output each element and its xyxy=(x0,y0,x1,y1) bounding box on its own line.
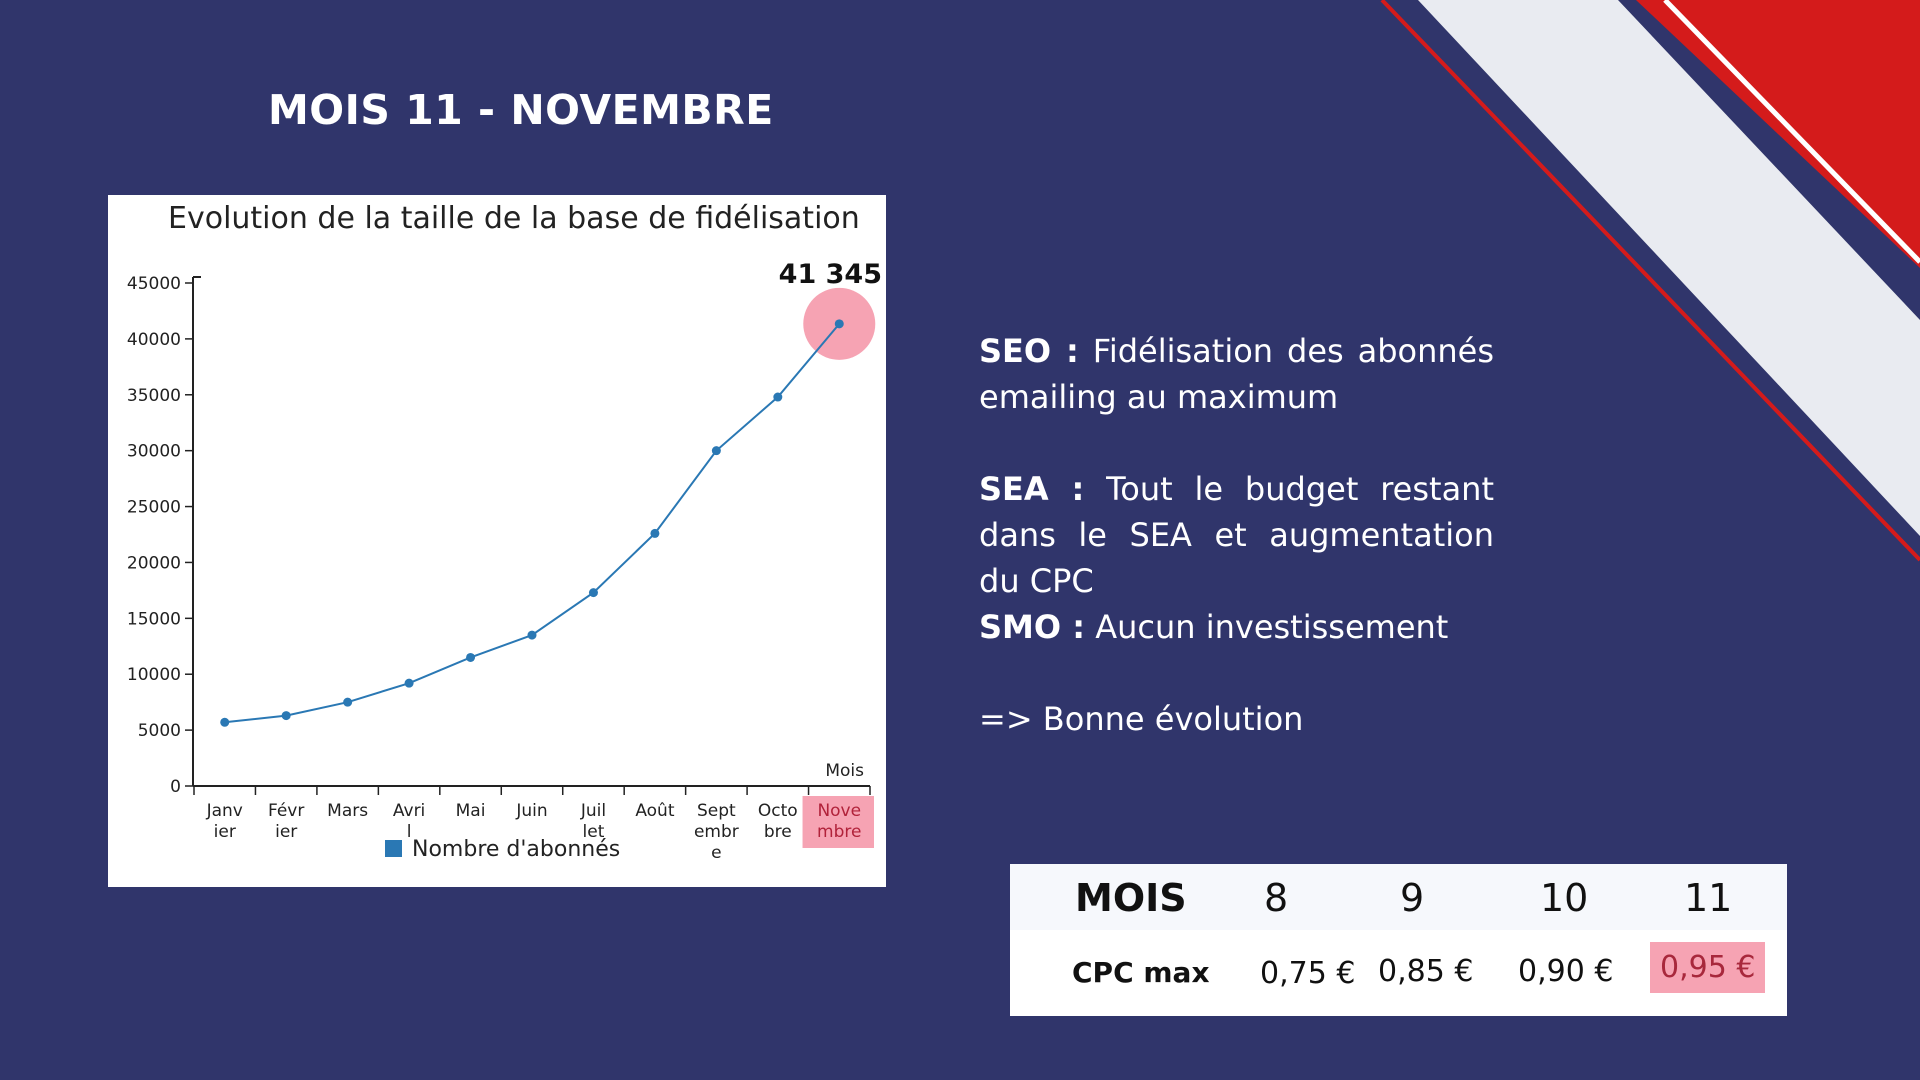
y-tick-label: 30000 xyxy=(127,442,181,462)
cpc-value: 0,85 € xyxy=(1378,954,1474,989)
data-point xyxy=(281,711,291,721)
sea-description: Tout le budget restant dans le SEA et au… xyxy=(979,470,1494,600)
data-point xyxy=(650,528,660,538)
x-tick-label: Octo xyxy=(758,801,798,821)
cpc-table-value-row: CPC max 0,75 € 0,85 € 0,90 € 0,95 € xyxy=(1010,930,1787,1016)
cpc-max-label: CPC max xyxy=(1072,956,1210,989)
x-tick-label: Févr xyxy=(268,801,304,821)
month-header: 10 xyxy=(1540,876,1589,920)
x-tick-label: Sept xyxy=(697,801,736,821)
legend-swatch xyxy=(385,840,402,857)
chart-card: Evolution de la taille de la base de fid… xyxy=(108,195,886,887)
seo-text: SEO : Fidélisation des abonnés emailing … xyxy=(979,328,1494,420)
data-point xyxy=(588,588,598,598)
x-tick-label: embr xyxy=(694,822,739,842)
x-axis-label: Mois xyxy=(825,761,864,781)
x-tick-label: Mai xyxy=(456,801,486,821)
x-tick-label: l xyxy=(407,822,412,842)
cpc-table: MOIS 8 9 10 11 CPC max 0,75 € 0,85 € 0,9… xyxy=(1010,864,1787,1016)
chart-title: Evolution de la taille de la base de fid… xyxy=(168,201,860,236)
data-point xyxy=(404,678,414,688)
x-tick-label: Avri xyxy=(393,801,425,821)
x-tick-label: mbre xyxy=(817,822,861,842)
x-tick-label: Mars xyxy=(327,801,368,821)
seo-description: Fidélisation des abonnés emailing au max… xyxy=(979,332,1495,416)
legend-label: Nombre d'abonnés xyxy=(412,837,620,862)
value-annotation: 41 345 xyxy=(779,259,882,290)
cpc-value-highlighted: 0,95 € xyxy=(1650,942,1766,993)
cpc-value: 0,90 € xyxy=(1518,954,1614,989)
sea-label: SEA : xyxy=(979,470,1085,508)
x-tick-label: Août xyxy=(635,801,675,821)
y-tick-label: 45000 xyxy=(127,274,181,294)
smo-label: SMO : xyxy=(979,608,1086,646)
data-point xyxy=(220,717,230,727)
seo-label: SEO : xyxy=(979,332,1079,370)
y-tick-label: 0 xyxy=(170,777,181,797)
data-point xyxy=(466,652,476,662)
slide-title: MOIS 11 - NOVEMBRE xyxy=(268,86,774,134)
data-point xyxy=(773,392,783,402)
x-tick-label: Juil xyxy=(580,801,606,821)
x-tick-label: Nove xyxy=(817,801,861,821)
highlight-label-band xyxy=(802,796,874,848)
month-header: 9 xyxy=(1400,876,1425,920)
line-chart: 0 5000 10000 15000 20000 25000 30000 35000 40000… xyxy=(127,259,882,863)
month-header: 11 xyxy=(1684,876,1733,920)
series-line xyxy=(224,323,841,724)
smo-text: SMO : Aucun investissement xyxy=(979,604,1494,650)
data-point xyxy=(711,446,721,456)
x-tick-label: Janv xyxy=(206,801,243,821)
data-point xyxy=(343,697,353,707)
mois-header-label: MOIS xyxy=(1075,876,1187,920)
sea-text: SEA : Tout le budget restant dans le SEA… xyxy=(979,466,1494,604)
y-tick-label: 35000 xyxy=(127,386,181,406)
y-tick-label: 20000 xyxy=(127,553,181,573)
cpc-value: 0,75 € xyxy=(1260,956,1356,991)
x-tick-label: let xyxy=(583,822,605,842)
y-tick-label: 40000 xyxy=(127,330,181,350)
data-point xyxy=(527,630,537,640)
cpc-table-header-row: MOIS 8 9 10 11 xyxy=(1010,864,1787,930)
y-tick-label: 25000 xyxy=(127,498,181,518)
month-header: 8 xyxy=(1264,876,1289,920)
x-tick-label: Juin xyxy=(515,801,547,821)
conclusion-text: => Bonne évolution xyxy=(979,700,1304,738)
data-point xyxy=(834,319,844,329)
x-tick-label: bre xyxy=(764,822,792,842)
y-tick-label: 15000 xyxy=(127,609,181,629)
x-tick-label: e xyxy=(711,843,721,863)
smo-description: Aucun investissement xyxy=(1095,608,1449,646)
y-tick-label: 10000 xyxy=(127,665,181,685)
x-tick-label: ier xyxy=(275,822,297,842)
x-tick-label: ier xyxy=(214,822,236,842)
y-tick-label: 5000 xyxy=(138,721,181,741)
